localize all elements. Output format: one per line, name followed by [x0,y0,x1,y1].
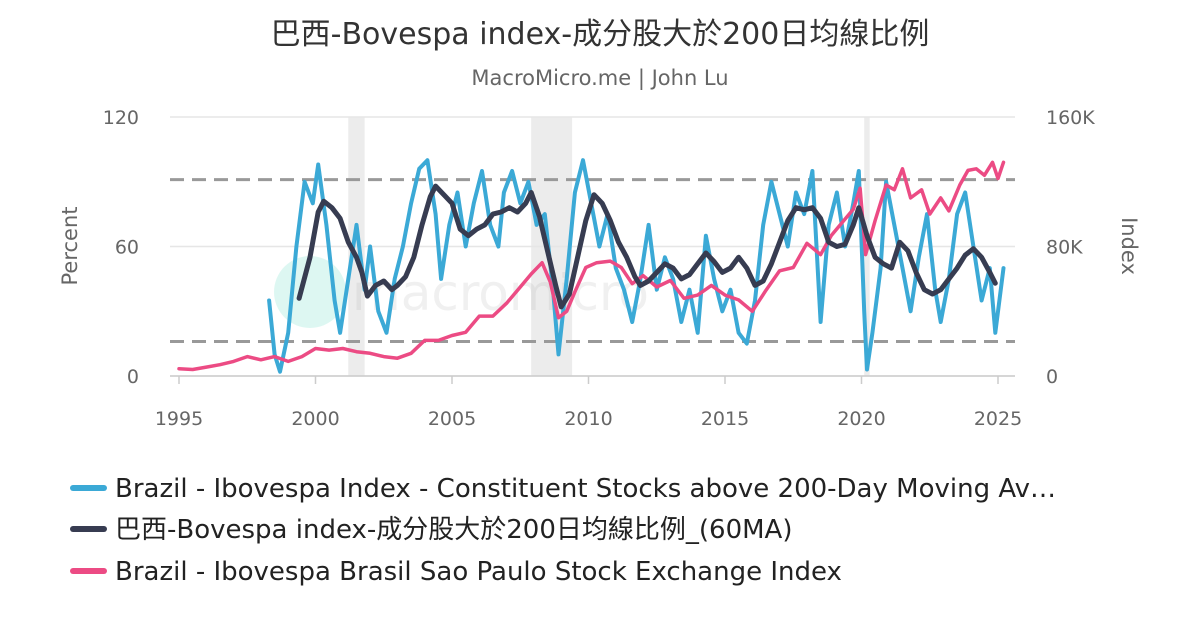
x-tick-label: 2005 [428,408,476,430]
x-tick-label: 2010 [564,408,612,430]
y-left-tick-label: 0 [127,366,139,388]
y-right-tick-label: 80K [1046,237,1083,259]
ma60-line [296,183,998,310]
x-tick-label: 2020 [837,408,885,430]
constituent-pct-line [267,158,1006,374]
x-tick-label: 2000 [291,408,339,430]
y-right-tick-label: 160K [1046,107,1095,129]
y-left-axis-title: Percent [58,206,82,285]
watermark-text: macromicro [352,264,649,322]
legend: Brazil - Ibovespa Index - Constituent St… [70,474,1056,587]
chart-title: 巴西-Bovespa index-成分股大於200日均線比例 [271,17,930,52]
y-left-tick-label: 60 [115,237,139,259]
ibovespa-index-line [177,160,1006,372]
reference-lines [170,178,1015,343]
chart-subtitle: MacroMicro.me | John Lu [471,66,728,91]
y-right-axis-title: Index [1117,217,1141,275]
axes: 1995 2000 2005 2010 2015 2020 2025 0 60 120 0 80K 16… [103,107,1096,430]
x-tick-label: 1995 [155,408,203,430]
y-left-tick-label: 120 [103,107,139,129]
legend-label: Brazil - Ibovespa Brasil Sao Paulo Stock… [115,557,842,587]
x-tick-label: 2025 [974,408,1022,430]
x-tick-label: 2015 [701,408,749,430]
legend-item-ibovespa[interactable]: Brazil - Ibovespa Brasil Sao Paulo Stock… [70,557,842,587]
y-right-tick-label: 0 [1046,366,1058,388]
series-group [177,158,1006,374]
legend-item-constituent-pct[interactable]: Brazil - Ibovespa Index - Constituent St… [70,474,1056,504]
legend-label: Brazil - Ibovespa Index - Constituent St… [115,474,1056,504]
legend-item-ma60[interactable]: 巴西-Bovespa index-成分股大於200日均線比例_(60MA) [70,515,793,545]
legend-label: 巴西-Bovespa index-成分股大於200日均線比例_(60MA) [115,515,793,545]
